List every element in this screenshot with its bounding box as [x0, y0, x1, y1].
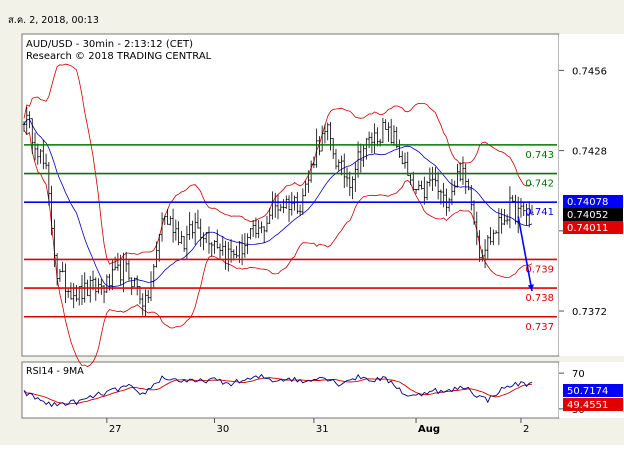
y-tick-label: 0.7428 [572, 147, 607, 158]
rsi-ma-line [23, 377, 533, 405]
moving-average-line [23, 118, 533, 288]
rsi-label: RSI14 - 9MA [26, 366, 84, 377]
chart-subtitle: Research © 2018 TRADING CENTRAL [26, 51, 212, 62]
price-tag [563, 195, 623, 208]
bollinger-lower-line [23, 129, 533, 368]
level-label: 0.742 [525, 179, 554, 190]
x-tick-label: Aug [418, 424, 440, 435]
rsi-tag [563, 398, 623, 411]
price-tag-label: 0.74011 [567, 223, 608, 234]
rsi-line [23, 373, 533, 408]
rsi-tick-label: 70 [572, 369, 585, 380]
main-panel [21, 33, 560, 357]
rsi-tag-label: 49.4551 [567, 400, 608, 411]
y-tick-label: 0.7456 [572, 66, 607, 77]
level-label: 0.739 [525, 264, 554, 275]
x-tick-label: 2 [523, 424, 529, 435]
header-timestamp: ส.ค. 2, 2018, 00:13 [8, 15, 99, 26]
level-label: 0.743 [525, 150, 554, 161]
rsi-tag-label: 50.7174 [567, 386, 608, 397]
forecast-arrow-head [527, 284, 534, 291]
bollinger-upper-line [23, 63, 533, 265]
x-tick-label: 27 [109, 424, 122, 435]
rsi-panel [21, 361, 560, 419]
rsi-tag [563, 384, 623, 397]
chart-title: AUD/USD - 30min - 2:13:12 (CET) [26, 39, 193, 50]
x-tick-label: 30 [217, 424, 230, 435]
price-tag-label: 0.74078 [567, 197, 608, 208]
price-tag [563, 208, 623, 221]
x-tick-label: 31 [316, 424, 329, 435]
level-label: 0.741 [525, 207, 554, 218]
forecast-arrow-shaft [517, 216, 533, 292]
price-tag [563, 221, 623, 234]
y-tick-label: 0.7372 [572, 307, 607, 318]
price-tag-label: 0.74052 [567, 210, 608, 221]
level-label: 0.738 [525, 293, 554, 304]
level-label: 0.737 [525, 322, 554, 333]
